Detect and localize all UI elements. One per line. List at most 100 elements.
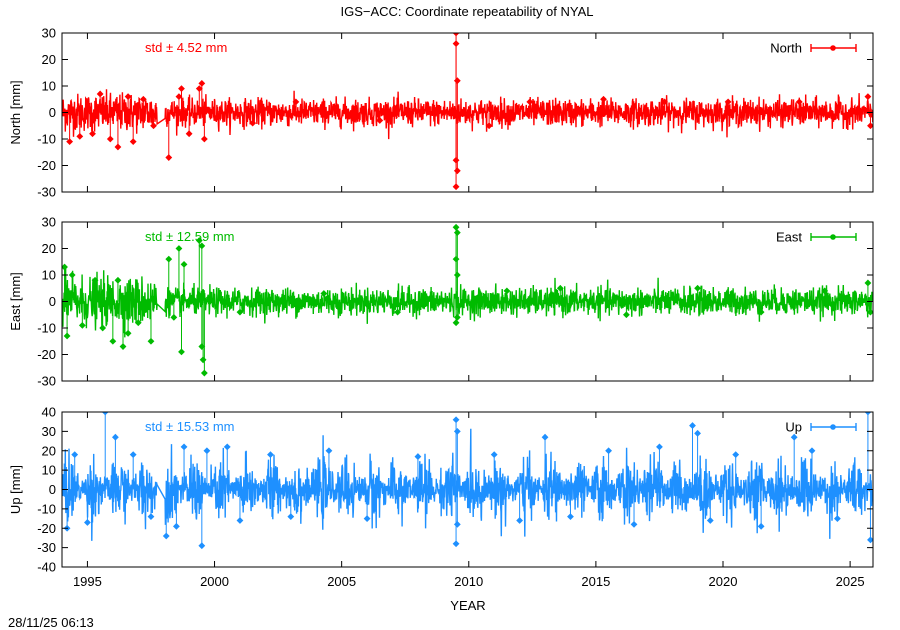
up-outlier-point: [267, 451, 274, 459]
y-tick-label: -30: [37, 374, 56, 389]
north-trace: [62, 89, 873, 140]
east-outlier-point: [62, 263, 68, 271]
north-y-axis-label: North [mm]: [8, 80, 23, 144]
east-outlier-point: [165, 255, 173, 263]
y-tick-label: -20: [37, 158, 56, 173]
up-outlier-point: [867, 536, 873, 544]
north-outlier-point: [195, 85, 203, 93]
up-outlier-point: [129, 451, 137, 459]
east-outlier-point: [821, 287, 829, 295]
east-outlier-point: [622, 311, 630, 319]
north-outlier-point: [661, 98, 668, 106]
north-outlier-point: [249, 119, 257, 127]
east-outlier-point: [199, 356, 207, 364]
up-outlier-point: [180, 443, 188, 451]
up-outlier-point: [694, 429, 701, 437]
y-tick-label: -10: [37, 132, 56, 147]
y-tick-label: -30: [37, 540, 56, 555]
x-tick-label: 2015: [581, 574, 610, 589]
north-outlier-point: [485, 122, 493, 130]
y-tick-label: 20: [42, 241, 56, 256]
y-tick-label: 0: [49, 105, 56, 120]
east-outlier-point: [556, 284, 564, 292]
east-outlier-point: [109, 337, 117, 345]
x-tick-label: 2025: [836, 574, 865, 589]
y-tick-label: 10: [42, 79, 56, 94]
north-outlier-point: [150, 122, 157, 130]
up-outlier-point: [541, 433, 549, 441]
y-tick-label: 0: [49, 482, 56, 497]
up-outlier-point: [71, 451, 79, 459]
east-outlier-point: [867, 308, 873, 316]
panel-east: -30 -20 -10 0 10 20 30 East [mm] std ± 12.59 mm E…: [8, 215, 874, 389]
east-outlier-point: [147, 337, 155, 345]
up-outlier-point: [452, 416, 460, 424]
east-outlier-point: [195, 237, 203, 244]
east-outlier-point: [453, 271, 461, 279]
north-outlier-point: [89, 130, 96, 138]
up-legend-key: [810, 423, 857, 431]
up-outlier-point: [325, 447, 333, 455]
east-outlier-point: [757, 308, 765, 316]
up-outlier-point: [834, 515, 841, 522]
up-outlier-point: [414, 453, 422, 460]
east-outlier-point: [134, 319, 142, 327]
north-legend-key: [810, 44, 857, 52]
east-outlier-point: [170, 314, 178, 321]
east-outlier-point: [452, 223, 460, 231]
x-axis-tick-labels: 1995 2000 2005 2010 2015 2020 2025: [73, 574, 865, 589]
east-legend-label: East: [776, 230, 802, 245]
x-tick-label: 2010: [454, 574, 483, 589]
north-outlier-point: [453, 167, 461, 175]
y-tick-label: -10: [37, 321, 56, 336]
north-outlier-point: [198, 79, 206, 87]
up-legend-label: Up: [785, 420, 802, 435]
up-outlier-point: [147, 513, 155, 521]
up-outlier-point: [808, 447, 816, 455]
north-outlier-point: [66, 138, 74, 146]
up-y-axis-label: Up [mm]: [8, 465, 23, 514]
east-y-axis-label: East [mm]: [8, 272, 23, 331]
x-tick-label: 2020: [709, 574, 738, 589]
north-outlier-point: [129, 138, 137, 146]
x-tick-label: 2000: [200, 574, 229, 589]
up-outlier-point: [864, 412, 872, 416]
up-outlier-point: [223, 443, 231, 451]
y-tick-label: 20: [42, 52, 56, 67]
up-outlier-point: [101, 412, 109, 416]
north-legend-label: North: [770, 41, 802, 56]
x-axis-label: YEAR: [450, 598, 485, 613]
x-tick-label: 2005: [327, 574, 356, 589]
east-outlier-point: [452, 255, 460, 263]
east-outlier-point: [198, 242, 206, 250]
north-std-label: std ± 4.52 mm: [145, 40, 227, 55]
y-tick-label: 0: [49, 294, 56, 309]
north-outlier-point: [724, 98, 732, 106]
x-tick-label: 1995: [73, 574, 102, 589]
y-tick-label: -40: [37, 560, 56, 575]
north-outlier-point: [124, 93, 132, 100]
east-outlier-point: [124, 329, 132, 337]
east-series: [62, 222, 873, 377]
north-outlier-point: [165, 154, 173, 161]
y-tick-label: -20: [37, 347, 56, 362]
up-outlier-point: [656, 443, 663, 451]
east-outlier-point: [180, 261, 188, 268]
east-outlier-point: [78, 321, 86, 329]
east-outlier-point: [99, 324, 107, 332]
y-tick-label: 30: [42, 215, 56, 230]
north-outlier-point: [292, 98, 300, 106]
north-outlier-point: [452, 40, 460, 47]
east-outlier-point: [63, 332, 71, 340]
up-outlier-point: [287, 513, 295, 521]
y-tick-label: -20: [37, 521, 56, 536]
east-outlier-point: [200, 369, 208, 377]
y-tick-label: 20: [42, 443, 56, 458]
east-outlier-point: [453, 229, 461, 236]
east-outlier-point: [178, 348, 185, 356]
up-outlier-point: [162, 532, 170, 540]
up-outlier-point: [236, 517, 244, 524]
up-outlier-point: [453, 520, 461, 528]
y-tick-label: 30: [42, 424, 56, 439]
